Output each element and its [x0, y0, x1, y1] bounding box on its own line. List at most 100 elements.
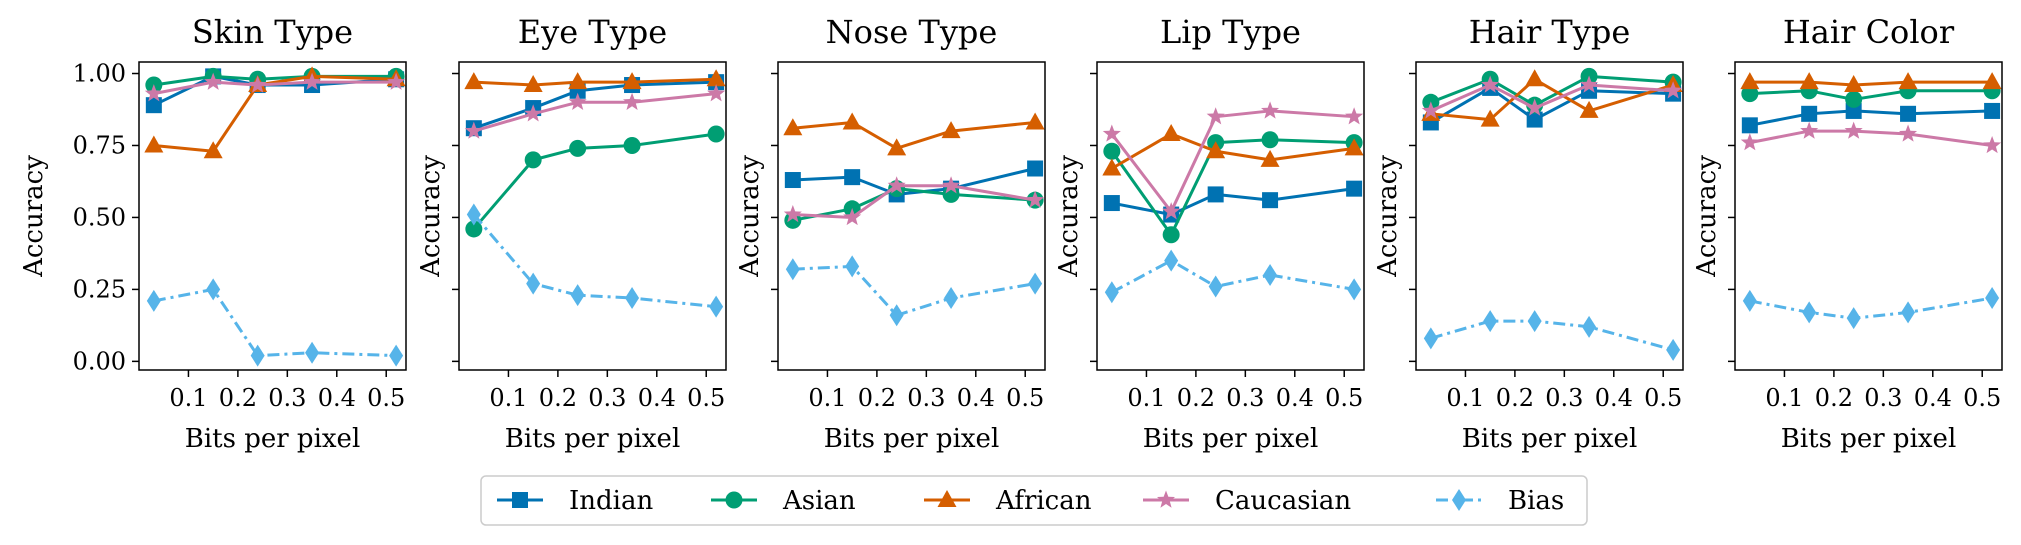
y-axis-label: Accuracy	[1054, 155, 1084, 278]
data-point	[707, 125, 725, 143]
x-tick-label: 0.5	[367, 384, 405, 412]
legend-entry: Bias	[1436, 486, 1564, 516]
data-point	[568, 92, 587, 110]
x-tick-label: 0.4	[318, 384, 356, 412]
legend-label: Indian	[569, 486, 653, 516]
x-axis-label: Bits per pixel	[185, 424, 361, 454]
data-point	[1346, 180, 1363, 197]
series	[464, 84, 726, 139]
data-point	[1263, 264, 1278, 287]
data-point	[203, 141, 223, 159]
data-point	[1664, 81, 1683, 99]
data-point	[464, 72, 484, 90]
data-point	[844, 169, 861, 186]
data-point	[464, 121, 483, 139]
x-tick-label: 0.2	[1815, 384, 1853, 412]
data-point	[1102, 124, 1121, 142]
y-axis-label: Accuracy	[416, 155, 446, 278]
data-point	[1844, 121, 1863, 139]
data-point	[526, 272, 541, 295]
plot-frame	[777, 61, 1046, 371]
data-point	[942, 176, 961, 194]
data-point	[568, 72, 588, 90]
data-point	[1900, 105, 1917, 122]
data-point	[623, 92, 642, 110]
x-tick-label: 0.3	[588, 384, 626, 412]
data-point	[1162, 226, 1180, 244]
series-line	[153, 287, 397, 358]
x-tick-label: 0.4	[1595, 384, 1633, 412]
series	[1740, 72, 2002, 93]
series-line	[153, 80, 397, 96]
data-point	[889, 304, 904, 327]
data-point	[709, 295, 724, 318]
panel-title: Lip Type	[1160, 13, 1301, 51]
y-axis-label: Accuracy	[1692, 155, 1722, 278]
plot-frame	[1415, 61, 1684, 371]
data-point	[1481, 75, 1500, 93]
legend-marker	[1156, 490, 1176, 508]
x-tick-label: 0.2	[1177, 384, 1215, 412]
data-point	[1028, 272, 1043, 295]
series	[783, 176, 1045, 226]
x-axis-label: Bits per pixel	[1462, 424, 1638, 454]
data-point	[1526, 111, 1543, 128]
data-point	[1261, 131, 1279, 149]
data-point	[887, 176, 906, 194]
data-point	[1208, 275, 1223, 298]
x-axis-label: Bits per pixel	[824, 424, 1000, 454]
data-point	[1740, 133, 1759, 151]
x-tick-label: 0.2	[219, 384, 257, 412]
x-tick-label: 0.5	[1325, 384, 1363, 412]
data-point	[944, 287, 959, 310]
series-line	[1749, 89, 1993, 101]
data-point	[1480, 109, 1500, 127]
x-tick-label: 0.2	[858, 384, 896, 412]
series	[464, 69, 726, 93]
data-point	[707, 84, 726, 102]
data-point	[524, 151, 542, 169]
data-point	[144, 84, 163, 102]
data-point	[1164, 249, 1179, 272]
data-point	[1260, 149, 1280, 167]
legend-marker	[1452, 489, 1466, 511]
y-tick-label: 0.00	[73, 347, 126, 375]
series	[1421, 75, 1683, 119]
data-point	[204, 72, 223, 90]
series-line	[1111, 132, 1355, 170]
series	[466, 203, 724, 318]
data-point	[783, 205, 802, 223]
data-point	[1025, 112, 1045, 130]
series-line	[792, 264, 1036, 317]
data-point	[1345, 107, 1364, 125]
x-tick-label: 0.1	[1765, 384, 1803, 412]
data-point	[466, 203, 481, 226]
data-point	[1421, 101, 1440, 119]
series	[784, 180, 1044, 229]
data-point	[1741, 117, 1758, 134]
data-point	[1799, 72, 1819, 90]
data-point	[1161, 123, 1181, 141]
data-point	[569, 139, 587, 157]
x-tick-label: 0.1	[1127, 384, 1165, 412]
data-point	[1026, 190, 1045, 208]
plot-frame	[1734, 61, 2003, 371]
legend-entry: Asian	[711, 486, 856, 516]
data-point	[1846, 307, 1861, 330]
data-point	[1982, 72, 2002, 90]
plot-frame	[1096, 61, 1365, 371]
data-point	[622, 72, 642, 90]
y-axis-label: Accuracy	[735, 155, 765, 278]
data-point	[1262, 192, 1279, 209]
data-point	[1845, 102, 1862, 119]
data-point	[1801, 105, 1818, 122]
data-point	[250, 344, 265, 367]
series-line	[472, 132, 717, 230]
x-tick-label: 0.2	[1496, 384, 1534, 412]
data-point	[1527, 310, 1542, 333]
x-tick-label: 0.4	[1276, 384, 1314, 412]
data-point	[524, 104, 543, 122]
